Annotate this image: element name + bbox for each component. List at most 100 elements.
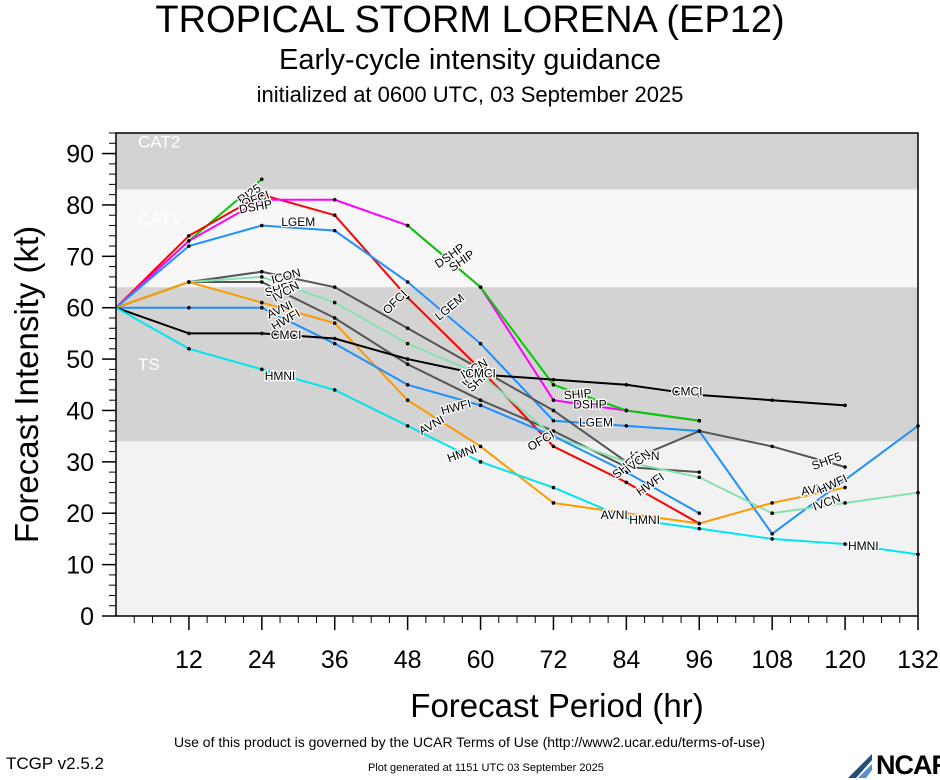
data-point-avni <box>697 521 702 526</box>
data-point-icon <box>843 465 847 469</box>
data-point-hmni <box>770 537 774 541</box>
data-point-hwfi <box>697 511 702 516</box>
series-label-lgem: LGEM <box>579 415 613 429</box>
series-label-ship: SHIP <box>563 386 592 402</box>
initialization-time: initialized at 0600 UTC, 03 September 20… <box>256 82 684 107</box>
series-label-lgem: LGEM <box>281 215 315 229</box>
data-point-shf5 <box>697 470 702 474</box>
y-tick-label: 50 <box>66 346 94 374</box>
data-point-hmni <box>843 542 847 546</box>
data-point-lgem <box>405 280 410 284</box>
y-tick-label: 20 <box>66 500 94 528</box>
y-tick-label: 80 <box>66 192 94 220</box>
data-point-shf5 <box>332 316 337 320</box>
data-point-ivcn <box>843 501 847 505</box>
data-point-lgem <box>624 424 629 428</box>
data-point-cmci <box>332 336 337 341</box>
data-point-hmni <box>624 516 629 521</box>
data-point-hwfi <box>187 305 191 310</box>
data-point-hmni <box>260 367 264 372</box>
y-tick-label: 60 <box>66 295 94 323</box>
data-point-hmni <box>478 460 483 464</box>
data-point-ship <box>624 408 629 413</box>
data-point-cmci <box>405 357 410 361</box>
data-point-ivcn <box>697 475 702 480</box>
data-point-cmci <box>478 372 483 377</box>
data-point-hwfi <box>260 305 264 310</box>
data-point-ofci <box>187 233 191 238</box>
x-axis-title: Forecast Period (hr) <box>410 687 703 724</box>
data-point-avni <box>332 321 337 325</box>
x-tick-label: 60 <box>467 646 495 674</box>
axes: 0 10 20 30 40 50 60 70 80 90 12 24 36 48 60 72 84 96 108 12… <box>8 132 939 724</box>
data-point-shf5 <box>624 465 629 469</box>
data-point-lgem <box>187 244 191 248</box>
data-point-ofci <box>260 192 264 197</box>
x-tick-label: 120 <box>824 646 866 674</box>
data-point-ship <box>551 382 556 387</box>
data-point-ivcn <box>260 275 264 279</box>
data-point-ivcn <box>624 460 629 464</box>
data-point-shf5 <box>478 398 483 402</box>
data-point-ofci <box>551 444 556 449</box>
x-tick-label: 12 <box>175 646 203 674</box>
data-point-shf5 <box>260 280 264 284</box>
y-tick-label: 40 <box>66 397 94 425</box>
data-point-hmni <box>405 424 410 428</box>
series-label-avni: AVNI <box>601 508 628 522</box>
version-label: TCGP v2.5.2 <box>6 754 104 773</box>
chart-subtitle: Early-cycle intensity guidance <box>278 44 661 76</box>
series-label-hmni: HMNI <box>629 513 660 527</box>
data-point-hwfi <box>405 382 410 387</box>
data-point-icon <box>770 444 774 449</box>
data-point-avni <box>843 485 847 490</box>
data-point-avni <box>770 501 774 505</box>
data-point-hwfi <box>624 470 629 474</box>
data-point-avni <box>551 501 556 505</box>
series-label-cmci: CMCI <box>672 385 703 399</box>
category-bands: TS CAT1 CAT2 <box>116 132 918 616</box>
y-tick-label: 10 <box>66 552 94 580</box>
data-point-ivcn <box>405 341 410 346</box>
data-point-hmni <box>332 388 337 392</box>
data-point-cmci <box>843 403 847 408</box>
data-point-hwfi <box>478 403 483 408</box>
data-point-dshp <box>187 239 191 243</box>
data-point-avni <box>405 398 410 402</box>
data-point-dshp <box>551 398 556 402</box>
data-point-cmci <box>260 331 264 336</box>
series-label-cmci: CMCI <box>271 328 302 342</box>
data-point-lgem <box>478 341 483 346</box>
data-point-hwfi <box>332 341 337 346</box>
series-label-hmni: HMNI <box>265 369 296 383</box>
data-point-ship <box>478 285 483 289</box>
data-point-hwfi <box>551 434 556 438</box>
data-point-avni <box>187 280 191 284</box>
data-point-cmci <box>697 393 702 397</box>
data-point-shf5 <box>551 429 556 433</box>
data-point-cmci <box>624 382 629 387</box>
band-cat1 <box>116 189 918 288</box>
x-tick-label: 108 <box>751 646 793 674</box>
data-point-icon <box>551 408 556 413</box>
generated-timestamp: Plot generated at 1151 UTC 03 September … <box>368 762 604 774</box>
data-point-lgem <box>551 418 556 423</box>
data-point-cmci <box>770 398 774 402</box>
band-label-ts: TS <box>138 355 160 374</box>
data-point-hmni <box>187 347 191 351</box>
data-point-ship <box>405 223 410 228</box>
ncar-swoosh-icon <box>848 754 872 778</box>
x-tick-label: 24 <box>248 646 276 674</box>
data-point-lgem <box>332 228 337 233</box>
data-point-cmci <box>187 331 191 336</box>
y-axis-title: Forecast Intensity (kt) <box>8 226 45 543</box>
series-label-avni: AVNI <box>800 480 829 498</box>
data-point-ofci <box>405 295 410 300</box>
data-point-dshp <box>332 197 337 202</box>
x-tick-label: 48 <box>394 646 422 674</box>
data-point-hmni <box>551 485 556 490</box>
terms-of-use: Use of this product is governed by the U… <box>174 734 766 750</box>
data-point-cmci <box>551 377 556 382</box>
series-label-dshp: DSHP <box>573 398 606 412</box>
data-point-ofci <box>624 480 629 485</box>
